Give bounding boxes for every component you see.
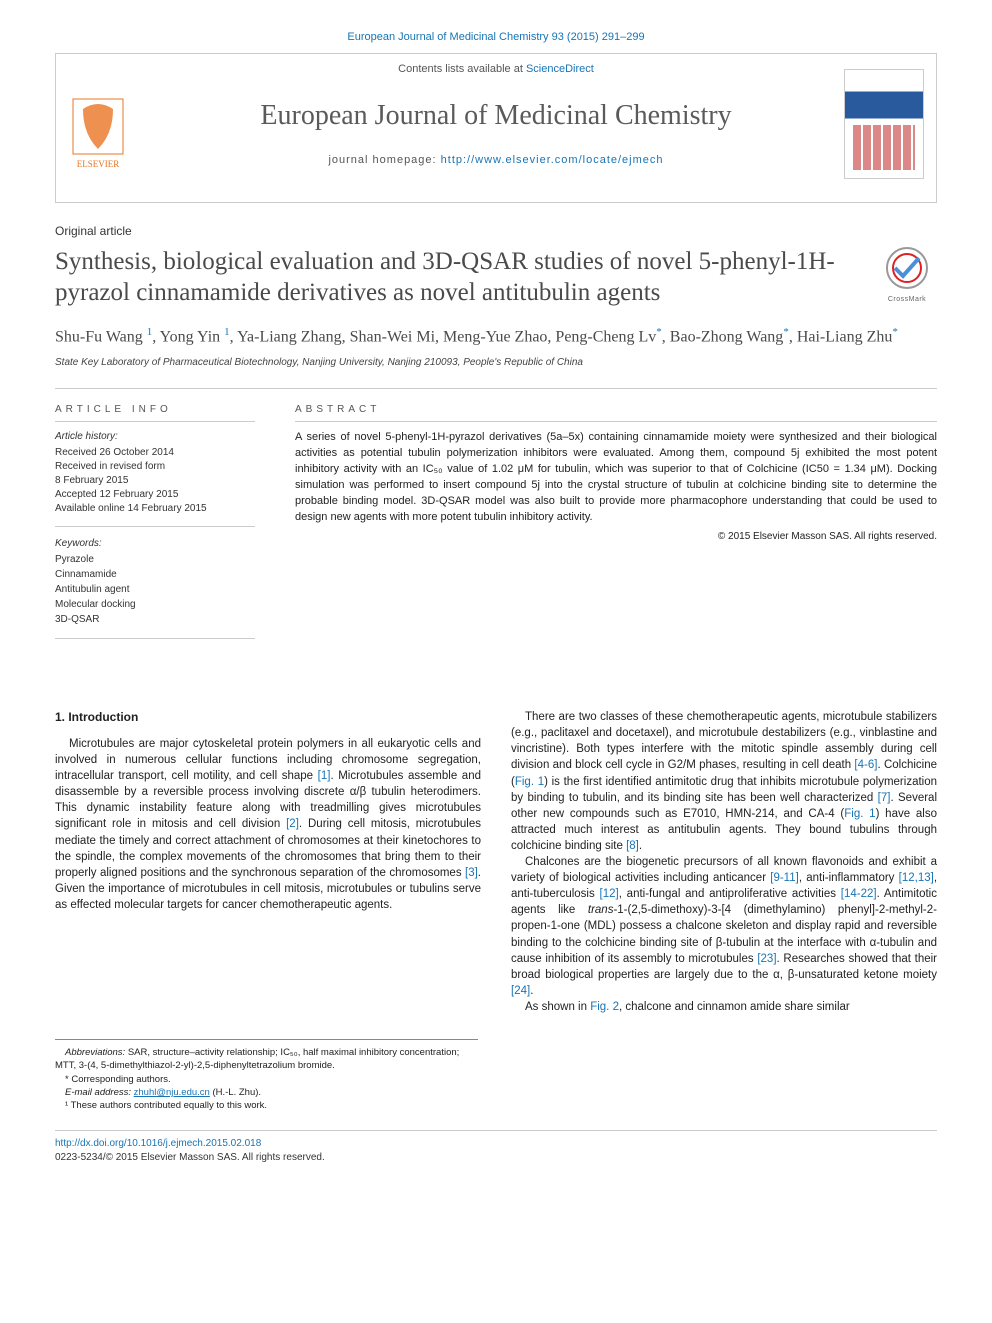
body-paragraph: As shown in Fig. 2, chalcone and cinnamo… xyxy=(511,999,937,1015)
keyword: Cinnamamide xyxy=(55,568,255,582)
email-label: E-mail address: xyxy=(65,1087,134,1098)
email-who: (H.-L. Zhu). xyxy=(210,1087,261,1098)
history-item: Received in revised form xyxy=(55,460,255,474)
abstract: ABSTRACT A series of novel 5-phenyl-1H-p… xyxy=(295,403,937,649)
abstract-copyright: © 2015 Elsevier Masson SAS. All rights r… xyxy=(295,530,937,544)
top-citation: European Journal of Medicinal Chemistry … xyxy=(55,30,937,45)
history-item: Accepted 12 February 2015 xyxy=(55,488,255,502)
keyword: Antitubulin agent xyxy=(55,583,255,597)
journal-name: European Journal of Medicinal Chemistry xyxy=(56,96,936,135)
equal-contrib-note: ¹ These authors contributed equally to t… xyxy=(55,1099,478,1112)
article-type: Original article xyxy=(55,223,937,240)
contents-available: Contents lists available at ScienceDirec… xyxy=(56,54,936,85)
keywords-list: PyrazoleCinnamamideAntitubulin agentMole… xyxy=(55,553,255,627)
article-info-head: ARTICLE INFO xyxy=(55,403,255,422)
crossmark-badge[interactable]: CrossMark xyxy=(877,246,937,305)
cover-thumbnail xyxy=(844,69,924,179)
corresponding-note: * Corresponding authors. xyxy=(55,1073,478,1086)
history-item: Available online 14 February 2015 xyxy=(55,502,255,516)
left-column: 1. Introduction Microtubules are major c… xyxy=(55,709,481,1015)
svg-text:ELSEVIER: ELSEVIER xyxy=(77,159,120,169)
homepage-link[interactable]: http://www.elsevier.com/locate/ejmech xyxy=(441,154,664,166)
article-title: Synthesis, biological evaluation and 3D-… xyxy=(55,246,857,309)
footnotes: Abbreviations: SAR, structure–activity r… xyxy=(55,1039,478,1112)
abstract-head: ABSTRACT xyxy=(295,403,937,422)
history-item: Received 26 October 2014 xyxy=(55,446,255,460)
section-head-intro: 1. Introduction xyxy=(55,709,481,726)
history-item: 8 February 2015 xyxy=(55,474,255,488)
sciencedirect-link[interactable]: ScienceDirect xyxy=(526,63,594,75)
body-paragraph: There are two classes of these chemother… xyxy=(511,709,937,854)
keyword: Molecular docking xyxy=(55,598,255,612)
authors: Shu-Fu Wang 1, Yong Yin 1, Ya-Liang Zhan… xyxy=(55,325,937,349)
body-paragraph: Chalcones are the biogenetic precursors … xyxy=(511,854,937,999)
affiliation: State Key Laboratory of Pharmaceutical B… xyxy=(55,356,937,370)
keyword: 3D-QSAR xyxy=(55,613,255,627)
history-label: Article history: xyxy=(55,430,255,444)
crossmark-icon xyxy=(885,246,929,290)
journal-homepage: journal homepage: http://www.elsevier.co… xyxy=(56,153,936,168)
keywords-label: Keywords: xyxy=(55,537,255,551)
body-paragraph: Microtubules are major cytoskeletal prot… xyxy=(55,736,481,913)
journal-header: ELSEVIER Contents lists available at Sci… xyxy=(55,53,937,203)
abbrev-label: Abbreviations: xyxy=(65,1047,125,1058)
elsevier-logo: ELSEVIER xyxy=(68,94,128,169)
footer-copyright: 0223-5234/© 2015 Elsevier Masson SAS. Al… xyxy=(55,1152,325,1163)
email-link[interactable]: zhuhl@nju.edu.cn xyxy=(134,1087,210,1098)
abstract-text: A series of novel 5-phenyl-1H-pyrazol de… xyxy=(295,430,937,526)
doi-link[interactable]: http://dx.doi.org/10.1016/j.ejmech.2015.… xyxy=(55,1138,261,1149)
article-info: ARTICLE INFO Article history: Received 2… xyxy=(55,403,255,649)
crossmark-label: CrossMark xyxy=(877,295,937,305)
page-footer: http://dx.doi.org/10.1016/j.ejmech.2015.… xyxy=(55,1130,937,1165)
right-column: There are two classes of these chemother… xyxy=(511,709,937,1015)
keyword: Pyrazole xyxy=(55,553,255,567)
